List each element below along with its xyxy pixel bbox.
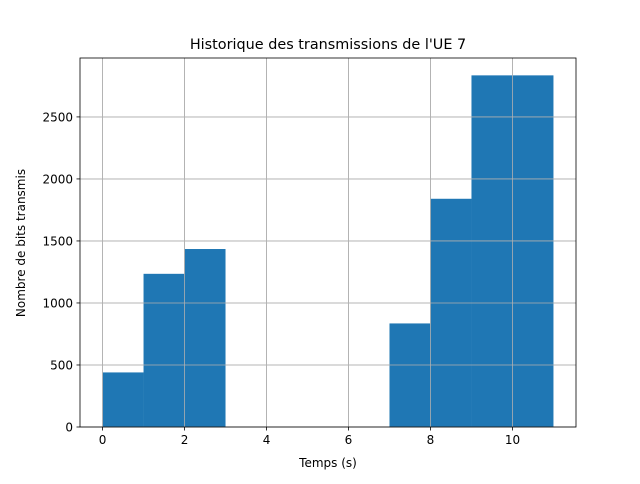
x-tick-label: 2 bbox=[181, 433, 189, 447]
bar bbox=[512, 75, 554, 427]
bar bbox=[430, 198, 472, 427]
y-tick-label: 0 bbox=[65, 421, 73, 435]
bar bbox=[184, 249, 226, 427]
y-tick-label: 2000 bbox=[42, 172, 73, 186]
plot-frame bbox=[79, 57, 577, 428]
y-tick-label: 2500 bbox=[42, 110, 73, 124]
y-tick-label: 1500 bbox=[42, 234, 73, 248]
bar bbox=[102, 372, 144, 427]
y-axis-label: Nombre de bits transmis bbox=[14, 169, 28, 317]
y-tick-label: 500 bbox=[50, 358, 73, 372]
bar bbox=[143, 273, 185, 427]
x-axis-label: Temps (s) bbox=[298, 456, 357, 470]
axes: 0 2 4 6 8 10 0 500 1000 1500 2000 2500 bbox=[42, 57, 577, 447]
y-tick-label: 1000 bbox=[42, 296, 73, 310]
x-tick-label: 4 bbox=[263, 433, 271, 447]
chart-title: Historique des transmissions de l'UE 7 bbox=[190, 37, 466, 53]
x-tick-label: 0 bbox=[99, 433, 107, 447]
bars bbox=[80, 58, 576, 428]
bar bbox=[389, 323, 431, 427]
x-tick-label: 6 bbox=[345, 433, 353, 447]
x-tick-label: 8 bbox=[427, 433, 435, 447]
bar bbox=[471, 75, 513, 427]
x-tick-label: 10 bbox=[505, 433, 520, 447]
